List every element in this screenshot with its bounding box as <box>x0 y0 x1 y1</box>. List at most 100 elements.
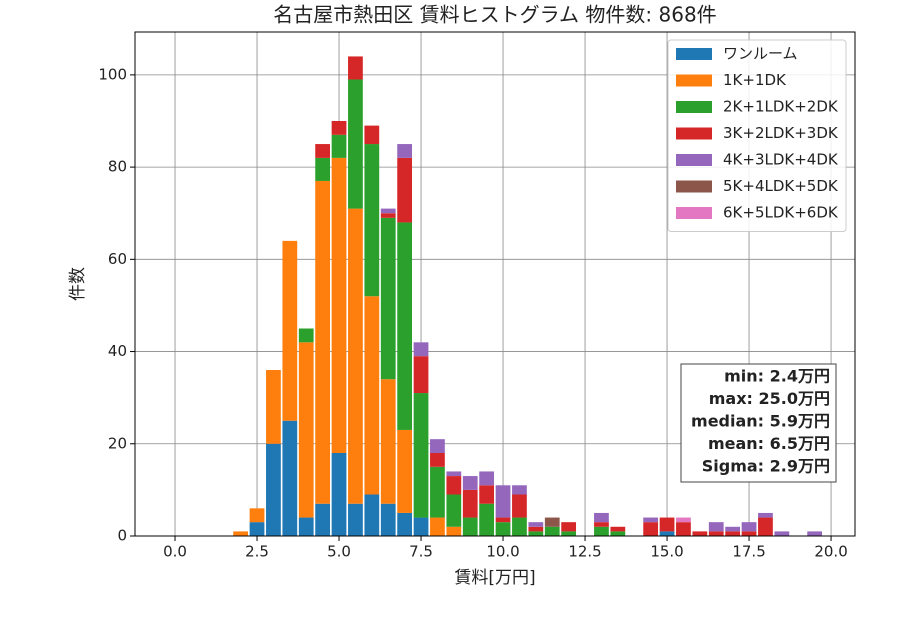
bar-segment <box>364 125 380 145</box>
bar-segment <box>331 452 347 536</box>
x-tick-label: 7.5 <box>409 543 433 561</box>
bar-segment <box>364 144 380 297</box>
x-tick-label: 15.0 <box>650 543 683 561</box>
bar-segment <box>528 531 544 536</box>
bar-segment <box>397 144 413 158</box>
bar-segment <box>397 157 413 223</box>
bar-segment <box>348 503 363 536</box>
stats-line: max: 25.0万円 <box>709 389 830 408</box>
bar-segment <box>430 439 445 453</box>
bar-segment <box>741 531 757 536</box>
bar-segment <box>446 494 462 527</box>
bar-segment <box>708 522 724 532</box>
bar-segment <box>249 508 265 523</box>
legend: ワンルーム 1K+1DK 2K+1LDK+2DK 3K+2LDK+3DK 4K+3LDK… <box>667 39 847 232</box>
bar-segment <box>495 522 511 536</box>
stats-line: median: 5.9万円 <box>691 412 830 431</box>
bar-segment <box>512 517 527 536</box>
bar-segment <box>430 452 445 467</box>
legend-label: 3K+2LDK+3DK <box>723 124 839 142</box>
bar-segment <box>462 476 478 490</box>
legend-swatch <box>676 74 712 87</box>
legend-label: 2K+1LDK+2DK <box>723 98 839 116</box>
bar-segment <box>495 485 511 518</box>
stats-line: mean: 6.5万円 <box>708 434 830 453</box>
bar-segment <box>741 522 757 532</box>
bar-segment <box>364 494 380 536</box>
bar-segment <box>282 420 298 536</box>
bar-segment <box>758 517 773 536</box>
bar-segment <box>348 79 363 209</box>
x-tick-label: 10.0 <box>486 543 519 561</box>
bar-segment <box>430 466 445 518</box>
bar-segment <box>413 356 429 394</box>
bar-segment <box>315 180 331 504</box>
bar-segment <box>397 222 413 430</box>
bar-segment <box>266 369 281 444</box>
bar-segment <box>446 476 462 495</box>
bar-segment <box>397 512 413 536</box>
bar-segment <box>462 517 478 536</box>
bar-segment <box>266 443 281 536</box>
bar-segment <box>397 429 413 513</box>
bar-segment <box>331 157 347 453</box>
x-tick-label: 2.5 <box>245 543 269 561</box>
legend-swatch <box>676 127 712 140</box>
bar-segment <box>594 512 609 523</box>
bar-segment <box>380 208 396 214</box>
bar-segment <box>659 531 675 536</box>
bar-segment <box>298 342 314 518</box>
bar-segment <box>692 531 708 536</box>
bar-segment <box>725 531 741 536</box>
legend-label: ワンルーム <box>723 45 798 63</box>
bar-segment <box>298 517 314 536</box>
bar-segment <box>528 522 544 527</box>
bar-segment <box>462 489 478 518</box>
bar-segment <box>807 531 823 536</box>
legend-swatch <box>676 180 712 193</box>
plot-frame <box>134 31 856 537</box>
legend-swatch <box>676 48 712 60</box>
bar-segment <box>594 522 609 527</box>
bar-segment <box>331 134 347 158</box>
legend-label: 1K+1DK <box>723 71 787 89</box>
bar-segment <box>380 379 396 504</box>
y-axis-label: 件数 <box>68 267 88 301</box>
bar-segment <box>528 526 544 532</box>
bar-segment <box>249 522 265 536</box>
bar-segment <box>348 208 363 504</box>
chart-title: 名古屋市熱田区 賃料ヒストグラム 物件数: 868件 <box>273 3 716 27</box>
bar-segment <box>380 217 396 380</box>
bar-segment <box>512 494 527 518</box>
bar-segment <box>544 517 560 527</box>
y-tick-label: 0 <box>117 527 127 545</box>
bar-segment <box>298 328 314 343</box>
y-tick-label: 40 <box>108 342 127 360</box>
legend-box <box>667 39 847 232</box>
x-tick-label: 0.0 <box>163 543 187 561</box>
bar-segment <box>413 393 429 518</box>
bar-segment <box>479 471 495 486</box>
bar-segment <box>413 517 429 536</box>
bar-segment <box>233 531 249 536</box>
stats-line: Sigma: 2.9万円 <box>702 457 830 476</box>
legend-label: 4K+3LDK+4DK <box>723 151 839 169</box>
stats-box: min: 2.4万円 max: 25.0万円 median: 5.9万円 mean: … <box>680 363 837 483</box>
bar-segment <box>430 517 445 536</box>
bar-segment <box>643 517 659 523</box>
bar-segment <box>561 531 577 536</box>
stats-line: min: 2.4万円 <box>724 367 830 386</box>
y-tick-label: 80 <box>108 158 127 176</box>
y-tick-label: 20 <box>108 434 127 452</box>
y-tick-label: 60 <box>108 250 127 268</box>
legend-swatch <box>676 154 712 166</box>
bar-segment <box>348 56 363 80</box>
x-tick-label: 12.5 <box>568 543 601 561</box>
bar-segment <box>610 531 626 536</box>
bar-segment <box>413 342 429 357</box>
bar-segment <box>479 485 495 504</box>
bar-segment <box>315 157 331 181</box>
bar-segment <box>676 517 691 523</box>
bar-segment <box>643 522 659 536</box>
bar-segment <box>512 485 527 495</box>
